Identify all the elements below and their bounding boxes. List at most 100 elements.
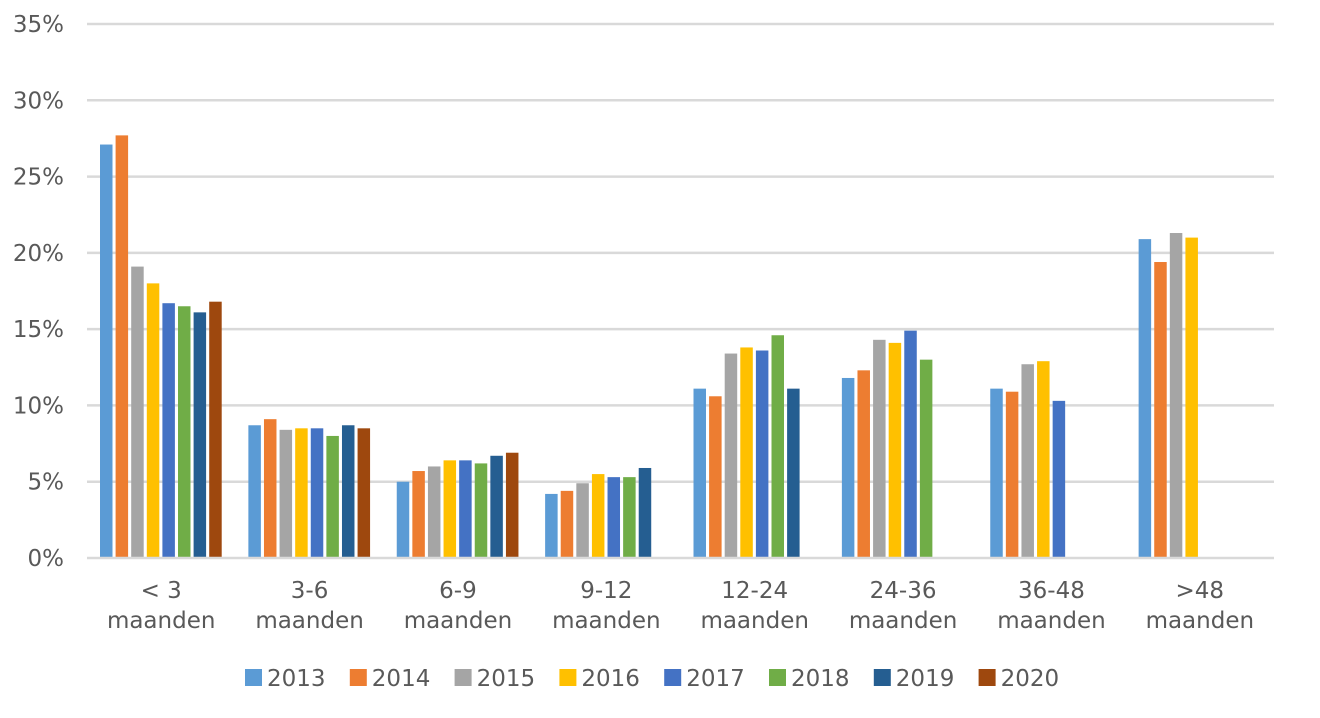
bar-2019-cat-2 — [490, 455, 503, 558]
x-category-label: maanden — [107, 608, 216, 634]
gridlines — [87, 22, 1274, 483]
bar-2014-cat-1 — [263, 419, 277, 558]
x-category-label: 3-6 — [291, 578, 329, 604]
bar-2015-cat-0 — [131, 266, 144, 558]
bar-2014-cat-4 — [709, 396, 722, 558]
x-category-label: 9-12 — [580, 578, 632, 604]
bar-2015-cat-4 — [724, 353, 738, 558]
legend-label-2017: 2017 — [686, 666, 745, 692]
x-category-label: maanden — [849, 608, 958, 634]
bar-2016-cat-1 — [295, 428, 308, 558]
x-category-label: maanden — [255, 608, 364, 634]
bar-2018-cat-2 — [474, 463, 488, 558]
bar-2014-cat-5 — [857, 370, 870, 558]
legend-swatch-2015 — [454, 669, 472, 686]
y-tick-label: 15% — [13, 317, 64, 343]
bar-2015-cat-6 — [1021, 364, 1034, 558]
bar-2019-cat-1 — [341, 425, 355, 558]
bar-2018-cat-3 — [623, 477, 636, 558]
legend-swatch-2018 — [769, 669, 786, 686]
x-category-label: 24-36 — [870, 578, 937, 604]
bar-2016-cat-0 — [146, 283, 160, 558]
x-category-label: maanden — [997, 608, 1106, 634]
legend-swatch-2019 — [873, 669, 891, 686]
y-tick-label: 20% — [13, 241, 64, 267]
x-category-label: maanden — [404, 608, 513, 634]
x-category-label: maanden — [552, 608, 661, 634]
x-category-label: maanden — [700, 608, 809, 634]
bar-2018-cat-5 — [919, 359, 933, 558]
y-tick-label: 35% — [13, 12, 64, 38]
legend-label-2013: 2013 — [267, 666, 326, 692]
bar-2015-cat-2 — [427, 466, 441, 558]
bar-2016-cat-3 — [591, 474, 605, 558]
bar-2013-cat-7 — [1138, 239, 1152, 558]
bar-2017-cat-5 — [904, 330, 917, 558]
bars — [100, 135, 1198, 558]
x-category-label: >48 — [1176, 578, 1225, 604]
bar-2014-cat-6 — [1005, 391, 1019, 558]
bar-2013-cat-1 — [248, 425, 261, 558]
bar-2017-cat-6 — [1052, 400, 1066, 558]
legend-label-2016: 2016 — [581, 666, 640, 692]
legend: 2013 2014 2015 2016 2017 2018 2019 2020 — [245, 666, 1059, 692]
bar-2013-cat-6 — [990, 388, 1003, 558]
bar-2013-cat-0 — [100, 144, 113, 558]
bar-2013-cat-3 — [545, 493, 558, 558]
y-tick-label: 30% — [13, 88, 64, 114]
legend-label-2014: 2014 — [372, 666, 431, 692]
bar-2019-cat-0 — [193, 312, 207, 558]
bar-2016-cat-5 — [888, 342, 902, 558]
bar-2015-cat-7 — [1169, 233, 1183, 558]
bar-2019-cat-4 — [787, 388, 800, 558]
legend-swatch-2014 — [349, 669, 367, 686]
x-category-label: 6-9 — [439, 578, 477, 604]
legend-label-2019: 2019 — [896, 666, 955, 692]
x-category-label: 36-48 — [1018, 578, 1085, 604]
y-tick-label: 10% — [13, 393, 64, 419]
x-axis-labels: < 3 maanden 3-6 maanden 6-9 maanden 9-12 maande… — [107, 578, 1254, 634]
y-tick-label: 0% — [28, 546, 65, 572]
legend-swatch-2013 — [245, 669, 262, 686]
bar-2013-cat-5 — [841, 377, 855, 558]
legend-label-2015: 2015 — [477, 666, 536, 692]
bar-2013-cat-2 — [396, 481, 410, 558]
bar-2020-cat-1 — [357, 428, 371, 558]
bar-2020-cat-2 — [505, 452, 519, 558]
bar-2014-cat-0 — [115, 135, 129, 558]
bar-2016-cat-4 — [740, 347, 753, 558]
bar-2017-cat-1 — [310, 428, 324, 558]
bar-2017-cat-3 — [607, 477, 621, 558]
bar-2013-cat-4 — [693, 388, 706, 558]
legend-label-2018: 2018 — [791, 666, 850, 692]
bar-2014-cat-3 — [560, 490, 574, 558]
bar-2020-cat-0 — [209, 301, 222, 558]
y-tick-label: 25% — [13, 165, 64, 191]
y-axis-ticks: 0% 5% 10% 15% 20% 25% 30% 35% — [13, 12, 64, 572]
legend-swatch-2016 — [559, 669, 577, 686]
bar-2018-cat-0 — [178, 306, 191, 558]
bar-2018-cat-1 — [326, 435, 339, 558]
bar-2015-cat-3 — [576, 483, 589, 558]
bar-2015-cat-1 — [279, 429, 293, 558]
x-category-label: 12-24 — [721, 578, 788, 604]
legend-swatch-2017 — [664, 669, 682, 686]
bar-2019-cat-3 — [638, 467, 652, 558]
bar-2017-cat-0 — [162, 303, 175, 558]
legend-label-2020: 2020 — [1001, 666, 1060, 692]
bar-2016-cat-6 — [1037, 361, 1050, 558]
bar-2017-cat-2 — [459, 460, 472, 558]
bar-2016-cat-7 — [1185, 237, 1198, 558]
bar-2017-cat-4 — [755, 350, 769, 558]
bar-2014-cat-7 — [1154, 262, 1167, 558]
bar-2014-cat-2 — [412, 471, 425, 558]
y-tick-label: 5% — [28, 470, 65, 496]
x-category-label: maanden — [1146, 608, 1255, 634]
x-category-label: < 3 — [141, 578, 182, 604]
bar-2018-cat-4 — [771, 335, 784, 558]
legend-swatch-2020 — [978, 669, 996, 686]
bar-2016-cat-2 — [443, 460, 457, 558]
bar-2015-cat-5 — [873, 339, 886, 558]
